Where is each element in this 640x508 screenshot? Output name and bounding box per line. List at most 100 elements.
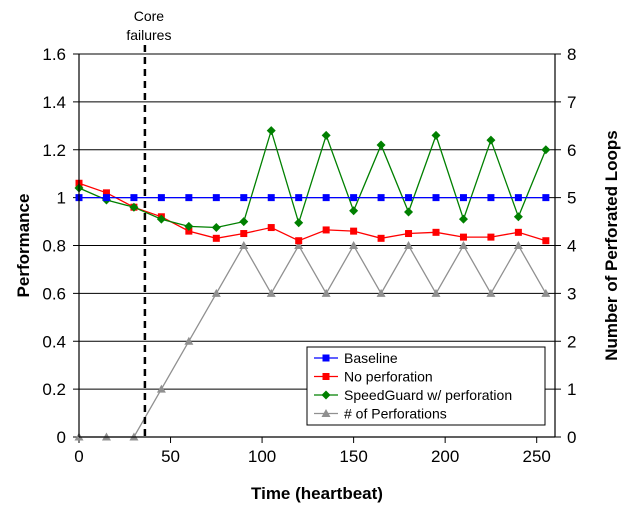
- series-of-perforations: [74, 241, 551, 441]
- data-point-baseline: [350, 194, 358, 202]
- data-point-of-perforations: [486, 288, 496, 297]
- data-point-of-perforations: [211, 288, 221, 297]
- data-point-of-perforations: [513, 241, 523, 249]
- x-tick-label: 50: [161, 447, 180, 466]
- data-point-baseline: [185, 194, 193, 202]
- y-right-tick-label: 5: [567, 189, 576, 208]
- series-line-no-perforation: [78, 182, 546, 242]
- y-right-tick-label: 8: [567, 45, 576, 64]
- data-point-speedguard-w-perforation: [486, 135, 496, 145]
- data-point-no-perforation: [542, 237, 550, 245]
- y-tick-label: 0.8: [42, 237, 66, 256]
- legend: Baseline No perforation SpeedGuard w/ perf…: [306, 346, 546, 426]
- legend-swatch-marker: [321, 390, 331, 400]
- data-point-speedguard-w-perforation: [513, 212, 523, 222]
- legend-swatch-marker: [322, 354, 330, 362]
- data-point-no-perforation: [432, 228, 440, 236]
- data-point-no-perforation: [102, 189, 110, 197]
- data-point-no-perforation: [350, 227, 358, 235]
- y-right-tick-label: 7: [567, 93, 576, 112]
- y-tick-label: 1.6: [42, 45, 66, 64]
- legend-item-speedguard-w-perforation: SpeedGuard w/ perforation: [314, 387, 512, 403]
- data-point-no-perforation: [240, 230, 248, 238]
- legend-swatch-marker: [321, 409, 331, 417]
- data-point-baseline: [240, 194, 248, 202]
- data-point-speedguard-w-perforation: [431, 130, 441, 140]
- y-axis-right-title: Number of Perforated Loops: [602, 130, 621, 360]
- data-point-baseline: [487, 194, 495, 202]
- y-tick-label: 1.4: [42, 93, 66, 112]
- data-point-of-perforations: [156, 384, 166, 393]
- data-point-speedguard-w-perforation: [541, 145, 551, 155]
- data-point-of-perforations: [239, 241, 249, 249]
- x-tick-label: 100: [248, 447, 276, 466]
- data-point-speedguard-w-perforation: [184, 221, 194, 231]
- data-point-speedguard-w-perforation: [156, 214, 166, 224]
- data-point-no-perforation: [487, 233, 495, 241]
- data-point-baseline: [542, 194, 550, 202]
- data-point-speedguard-w-perforation: [239, 217, 249, 227]
- data-point-no-perforation: [405, 230, 413, 238]
- y-axis-ticks: 0 0.2 0.4 0.6 0.8 1 1.2 1.4 1.6: [42, 45, 79, 447]
- data-point-no-perforation: [377, 234, 385, 242]
- annotation-line-1: Core: [134, 8, 165, 24]
- series-speedguard-w-perforation: [74, 126, 551, 233]
- data-point-baseline: [102, 194, 110, 202]
- data-point-baseline: [459, 194, 467, 202]
- data-point-speedguard-w-perforation: [321, 130, 331, 140]
- legend-item-of-perforations: # of Perforations: [314, 406, 447, 422]
- y-tick-label: 0: [57, 428, 66, 447]
- core-failures-annotation: Core failures: [126, 8, 171, 437]
- series-line-speedguard-w-perforation: [78, 128, 547, 229]
- data-point-speedguard-w-perforation: [376, 140, 386, 150]
- x-tick-label: 200: [431, 447, 459, 466]
- y-right-tick-label: 3: [567, 284, 576, 303]
- series-baseline: [75, 194, 550, 202]
- data-point-baseline: [267, 194, 275, 202]
- x-tick-label: 150: [339, 447, 367, 466]
- data-point-of-perforations: [349, 241, 359, 249]
- x-tick-label: 250: [523, 447, 551, 466]
- data-point-of-perforations: [376, 288, 386, 297]
- data-point-speedguard-w-perforation: [129, 202, 139, 212]
- series-no-perforation: [75, 179, 550, 245]
- data-point-speedguard-w-perforation: [294, 218, 304, 228]
- y-right-tick-label: 0: [567, 428, 576, 447]
- data-point-speedguard-w-perforation: [211, 223, 221, 233]
- data-point-no-perforation: [212, 234, 220, 242]
- data-point-no-perforation: [514, 228, 522, 236]
- data-point-baseline: [130, 194, 138, 202]
- y-tick-label: 1: [57, 189, 66, 208]
- y-right-tick-label: 2: [567, 332, 576, 351]
- y-tick-label: 0.6: [42, 284, 66, 303]
- y-right-tick-label: 4: [567, 237, 576, 256]
- legend-label: # of Perforations: [344, 406, 447, 422]
- y-axis-right-ticks: 0 1 2 3 4 5 6 7 8: [555, 45, 576, 447]
- data-point-of-perforations: [294, 241, 304, 249]
- data-point-of-perforations: [321, 288, 331, 297]
- data-point-baseline: [377, 194, 385, 202]
- data-point-baseline: [212, 194, 220, 202]
- data-point-baseline: [322, 194, 330, 202]
- data-point-no-perforation: [459, 233, 467, 241]
- data-point-no-perforation: [295, 237, 303, 245]
- legend-item-no-perforation: No perforation: [314, 369, 433, 385]
- data-point-baseline: [157, 194, 165, 202]
- data-point-speedguard-w-perforation: [458, 214, 468, 224]
- data-point-no-perforation: [185, 227, 193, 235]
- data-point-of-perforations: [458, 241, 468, 249]
- data-point-speedguard-w-perforation: [349, 206, 359, 216]
- y-right-tick-label: 6: [567, 141, 576, 160]
- data-point-baseline: [295, 194, 303, 202]
- data-point-of-perforations: [541, 288, 551, 297]
- series-layer: [74, 126, 551, 441]
- data-point-speedguard-w-perforation: [266, 126, 276, 136]
- series-line-of-perforations: [79, 244, 547, 438]
- annotation-line-2: failures: [126, 27, 171, 43]
- legend-label: No perforation: [344, 369, 433, 385]
- data-point-no-perforation: [322, 226, 330, 234]
- legend-item-baseline: Baseline: [314, 350, 398, 366]
- legend-label: Baseline: [344, 350, 398, 366]
- grid-lines: [79, 53, 555, 390]
